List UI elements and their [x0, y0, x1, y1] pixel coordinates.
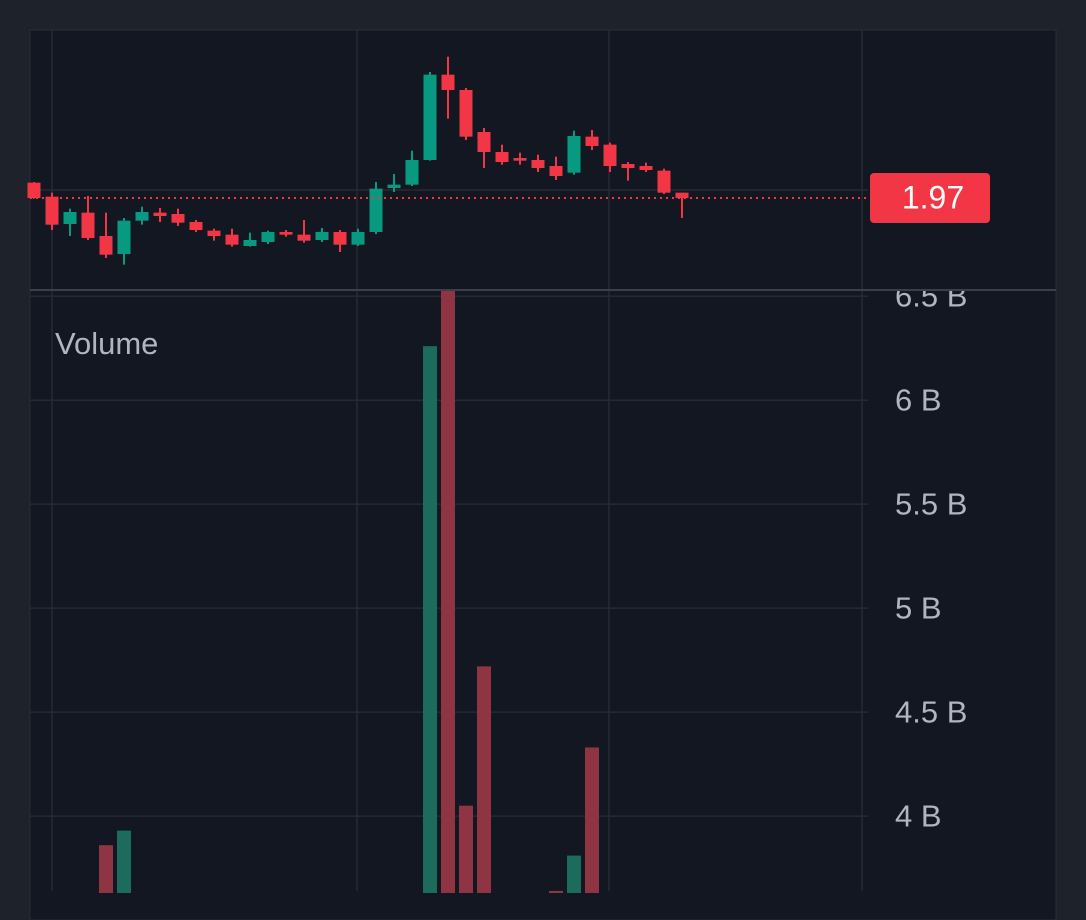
candle-body: [45, 196, 59, 225]
vertical-grid: [30, 30, 868, 891]
volume-bar: [441, 291, 455, 893]
candle-body: [477, 132, 491, 152]
candle-body: [567, 136, 581, 173]
y-tick-label: 5.5 B: [895, 486, 967, 521]
candle-body: [153, 212, 167, 216]
volume-bar: [585, 747, 599, 893]
candle-body: [27, 182, 41, 198]
candle-body: [513, 158, 527, 161]
candle-body: [585, 136, 599, 146]
price-label: 1.97: [902, 179, 964, 215]
candle-body: [387, 184, 401, 188]
volume-bar: [99, 845, 113, 893]
candle-body: [423, 74, 437, 160]
volume-bars: [99, 291, 599, 893]
candle-body: [63, 212, 77, 224]
candle-body: [207, 230, 221, 236]
candle-body: [333, 232, 347, 245]
candle-body: [351, 232, 365, 245]
y-tick-label: 4 B: [895, 798, 942, 833]
candles: [27, 56, 689, 265]
y-tick-label: 6.5 B: [895, 278, 967, 313]
volume-bar: [459, 805, 473, 893]
candle-body: [639, 166, 653, 170]
candle-body: [81, 212, 95, 238]
candle-body: [369, 188, 383, 232]
candle-body: [189, 222, 203, 230]
candle-body: [171, 214, 185, 223]
candle-body: [603, 144, 617, 166]
volume-bar: [117, 830, 131, 893]
candle-body: [99, 236, 113, 255]
volume-bar: [423, 346, 437, 893]
candle-body: [459, 90, 473, 137]
candle-body: [243, 240, 257, 246]
candle-body: [441, 74, 455, 90]
volume-bar: [567, 855, 581, 893]
volume-bar: [477, 666, 491, 893]
candle-body: [261, 232, 275, 242]
candle-body: [117, 220, 131, 254]
candle-body: [135, 212, 149, 221]
candle-body: [549, 166, 563, 176]
y-tick-label: 5 B: [895, 590, 942, 625]
candle-body: [495, 152, 509, 162]
candle-body: [675, 192, 689, 198]
y-tick-label: 6 B: [895, 382, 942, 417]
candle-body: [657, 170, 671, 193]
candle-body: [405, 160, 419, 185]
y-tick-label: 4.5 B: [895, 694, 967, 729]
candle-body: [279, 232, 293, 235]
volume-title: Volume: [55, 326, 158, 361]
y-axis: 4 B 4.5 B 5 B 5.5 B 6 B 6.5 B: [895, 278, 967, 833]
candle-body: [315, 232, 329, 240]
volume-bar: [549, 890, 563, 893]
price-label-box: [870, 173, 990, 223]
candle-body: [531, 160, 545, 168]
candle-body: [225, 234, 239, 245]
candle-body: [621, 164, 635, 168]
candle-body: [297, 234, 311, 241]
